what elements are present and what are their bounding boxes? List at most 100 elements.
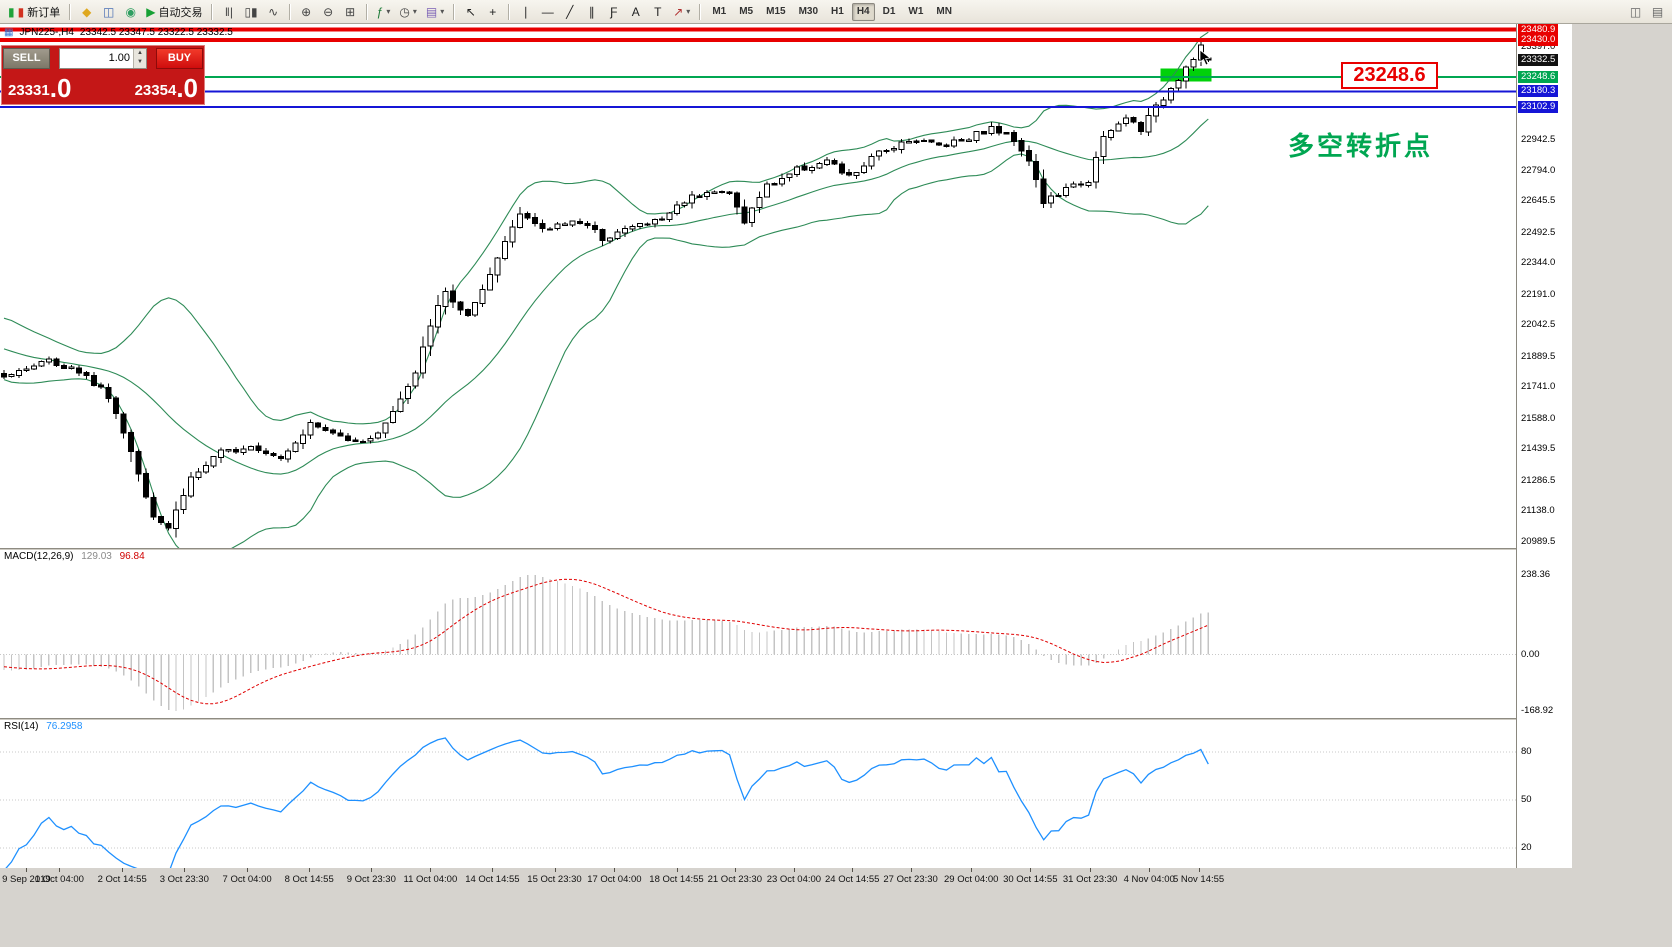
time-axis-label: 7 Oct 04:00 — [222, 874, 272, 885]
templates-button[interactable]: ▤ ▾ — [422, 2, 448, 22]
bar-chart-button[interactable]: ‖| — [218, 2, 239, 22]
price-axis-label: 23248.6 — [1518, 71, 1559, 84]
chart-window: ▦ JPN225-,H4 23342.5 23347.5 23322.5 233… — [0, 23, 1572, 868]
new-order-button-label: 新订单 — [27, 6, 61, 19]
price-axis-label: 21889.5 — [1521, 350, 1556, 362]
time-axis[interactable]: 9 Sep 2019 1 Oct 04:00 2 Oct 14:55 3 Oct 23… — [0, 868, 1572, 894]
stepper-down-icon[interactable]: ▼ — [137, 59, 143, 65]
chart-windows-button[interactable]: ◫ — [1625, 2, 1646, 22]
text-label-button[interactable]: T — [647, 2, 668, 22]
buy-price-main: 23354 — [134, 82, 177, 99]
timeframe-m1-button[interactable]: M1 — [712, 6, 727, 17]
zoom-in-button[interactable]: ⊕ — [296, 2, 317, 22]
sell-price[interactable]: 23331 .0 — [8, 75, 71, 101]
fibonacci-button[interactable]: Ƒ — [603, 2, 624, 22]
volume-field: ▲ ▼ — [59, 47, 147, 69]
zoom-out-button[interactable]: ⊖ — [318, 2, 339, 22]
pane-divider[interactable] — [0, 718, 1572, 720]
buy-button[interactable]: BUY — [156, 47, 203, 69]
time-axis-tick — [1198, 868, 1200, 872]
sell-button[interactable]: SELL — [3, 47, 50, 69]
trendline-icon: ╱ — [566, 4, 574, 19]
timeframe-mn-button[interactable]: MN — [936, 6, 952, 17]
time-axis-tick — [122, 868, 124, 872]
buy-price[interactable]: 23354 .0 — [135, 75, 198, 101]
autotrading-button[interactable]: ▶ 自动交易 — [142, 2, 206, 22]
line-chart-button[interactable]: ∿ — [263, 2, 284, 22]
bars-icon: ‖| — [224, 4, 233, 19]
autotrading-button-label: 自动交易 — [158, 6, 203, 19]
cursor-icon: ↖ — [465, 4, 476, 19]
channel-button[interactable]: ∥ — [581, 2, 602, 22]
trendline-button[interactable]: ╱ — [559, 2, 580, 22]
toolbar-separator — [288, 3, 291, 20]
time-axis-label: 3 Oct 23:30 — [159, 874, 209, 885]
new-order-button[interactable]: ▮ ▮ 新订单 — [4, 2, 64, 22]
time-axis-tick — [734, 868, 736, 872]
price-axis-label: 23332.5 — [1518, 54, 1559, 66]
alerts-button[interactable]: ◆ — [76, 2, 97, 22]
periods-button[interactable]: ◷ ▾ — [395, 2, 421, 22]
time-axis-label: 4 Nov 04:00 — [1123, 874, 1175, 885]
pane-divider[interactable] — [0, 548, 1572, 550]
label-icon: T — [654, 4, 662, 19]
time-axis-label: 8 Oct 14:55 — [284, 874, 334, 885]
candlestick-chart-button[interactable]: ▯▮ — [240, 2, 261, 22]
toolbar-separator — [699, 3, 702, 20]
toolbar-separator — [211, 3, 214, 20]
dropdown-caret-icon: ▾ — [386, 7, 391, 16]
play-icon: ▶ — [146, 4, 156, 19]
indicators-button[interactable]: ƒ ▾ — [373, 2, 395, 22]
toolbar-overflow-button[interactable]: ▤ — [1647, 2, 1668, 22]
price-axis-label: 22492.5 — [1521, 226, 1556, 238]
chart-ohlc-values: 23342.5 23347.5 23322.5 23332.5 — [79, 27, 233, 38]
timeframe-h1-button[interactable]: H1 — [831, 6, 844, 17]
toolbar-separator — [508, 3, 511, 20]
volume-stepper[interactable]: ▲ ▼ — [133, 48, 146, 68]
sell-price-main: 23331 — [8, 82, 50, 99]
time-axis-tick — [492, 868, 494, 872]
price-axis-label: 0.00 — [1521, 648, 1540, 660]
rsi-indicator-canvas[interactable] — [0, 720, 1516, 868]
diamond-icon: ◆ — [82, 4, 92, 19]
timeframe-h4-button[interactable]: H4 — [851, 2, 875, 21]
volume-input[interactable] — [60, 48, 146, 68]
time-axis-label: 5 Nov 14:55 — [1172, 874, 1225, 885]
macd-indicator-canvas[interactable] — [0, 550, 1516, 718]
time-axis-label: 18 Oct 14:55 — [649, 874, 704, 885]
price-chart-canvas[interactable] — [0, 24, 1516, 548]
price-axis-label: 21286.5 — [1521, 474, 1556, 486]
crosshair-button[interactable]: + — [482, 2, 503, 22]
price-axis-label: 22042.5 — [1521, 319, 1556, 331]
timeframe-w1-button[interactable]: W1 — [908, 6, 924, 17]
toolbar-separator — [365, 3, 368, 20]
timeframe-d1-button[interactable]: D1 — [882, 6, 896, 17]
mouse-pointer-icon — [1200, 50, 1211, 66]
cursor-button[interactable]: ↖ — [460, 2, 481, 22]
sell-price-pips: .0 — [49, 73, 72, 103]
stepper-up-icon[interactable]: ▲ — [137, 49, 143, 56]
timeframe-m30-button[interactable]: M30 — [798, 6, 819, 17]
data-window-button[interactable]: ◉ — [120, 2, 141, 22]
vertical-line-button[interactable]: ∣ — [515, 2, 536, 22]
time-axis-tick — [59, 868, 61, 872]
timeframe-m15-button[interactable]: M15 — [766, 6, 786, 17]
profiles-button[interactable]: ◫ — [98, 2, 119, 22]
time-axis-label: 31 Oct 23:30 — [1062, 874, 1118, 885]
timeframe-m5-button[interactable]: M5 — [739, 6, 754, 17]
time-axis-label: 9 Oct 23:30 — [346, 874, 396, 885]
list-icon: ▤ — [1651, 4, 1664, 19]
arrows-button[interactable]: ↗ ▾ — [669, 2, 694, 22]
dropdown-caret-icon: ▾ — [412, 7, 417, 16]
macd-signal-value: 96.84 — [119, 551, 145, 562]
main-toolbar: ▮ ▮ 新订单 ◆ ◫ ◉ ▶ 自动交易 ‖| ▯▮ ∿ ⊕ ⊖ ⊞ ƒ ▾ ◷ ▾ ▤ ▾ ↖ + ∣ ― ╱ ∥ Ƒ A T ↗ ▾ M1… — [0, 0, 1672, 24]
horizontal-line-button[interactable]: ― — [537, 2, 558, 22]
text-button[interactable]: A — [625, 2, 646, 22]
toolbar-separator — [453, 3, 456, 20]
time-axis-tick — [676, 868, 678, 872]
price-scale[interactable]: 23397.0 22942.5 22794.0 22645.5 22492.5 22344… — [1516, 23, 1572, 868]
new-order-icon: ▮ — [8, 4, 15, 19]
time-axis-label: 15 Oct 23:30 — [527, 874, 582, 885]
tile-windows-button[interactable]: ⊞ — [340, 2, 361, 22]
toolbar-separator — [69, 3, 72, 20]
